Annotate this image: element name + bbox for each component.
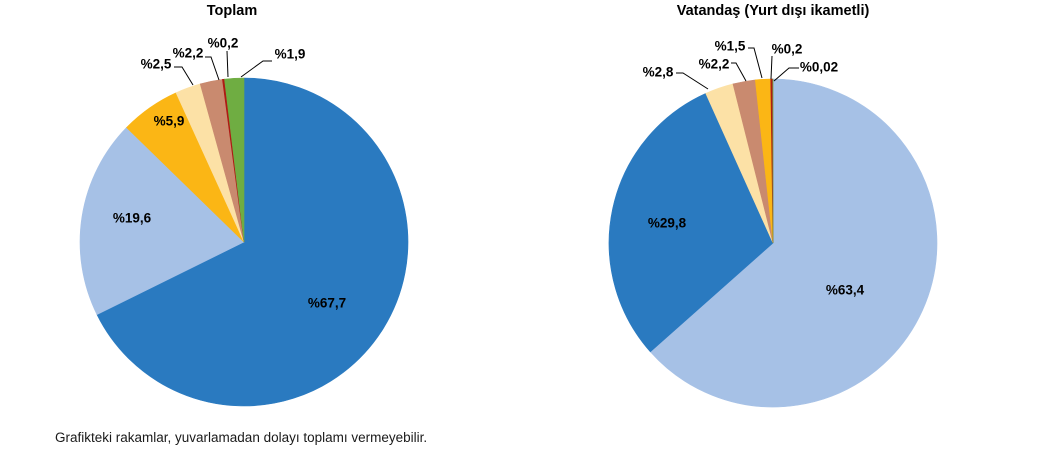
- slice-label-%0,02: %0,02: [800, 60, 838, 75]
- rounding-footnote: Grafikteki rakamlar, yuvarlamadan dolayı…: [55, 430, 428, 445]
- pie-slice-%63,4: [649, 78, 938, 408]
- leader-line-%2,2: [731, 62, 747, 82]
- pie-slice-%67,7: [96, 77, 409, 407]
- leader-line-%2,5: [174, 66, 194, 86]
- slice-label-%5,9: %5,9: [154, 114, 185, 129]
- leader-line-%0,2: [226, 50, 229, 78]
- slice-label-%19,6: %19,6: [113, 211, 152, 226]
- slice-label-%1,5: %1,5: [715, 39, 746, 54]
- slice-label-%2,5: %2,5: [141, 57, 172, 72]
- leader-line-%1,9: [240, 60, 272, 78]
- slice-label-%29,8: %29,8: [648, 216, 687, 231]
- slice-label-%2,2: %2,2: [173, 46, 204, 61]
- pie-slice-%19,6: [79, 127, 245, 316]
- chart-title-toplam: Toplam: [206, 3, 258, 19]
- slice-label-%0,2: %0,2: [772, 42, 803, 57]
- leader-line-%0,2: [770, 55, 773, 80]
- slice-label-%2,8: %2,8: [643, 65, 674, 80]
- pie-chart-toplam: %67,7 %19,6 %5,9 %2,5%2,2 %0,2 %1,9: [79, 36, 409, 407]
- pie-slice-%29,8: [608, 93, 774, 353]
- leader-line-%0,02: [773, 67, 799, 82]
- slice-label-%63,4: %63,4: [826, 283, 865, 298]
- chart-title-vatandas-yurt-disi: Vatandaş (Yurt dışı ikametli): [676, 3, 870, 19]
- slice-label-%1,9: %1,9: [275, 47, 306, 62]
- leader-line-%1,5: [748, 47, 763, 79]
- slice-label-%0,2: %0,2: [208, 36, 239, 51]
- slice-label-%2,2: %2,2: [699, 57, 730, 72]
- pie-chart-vatandas-yurt-disi: %63,4 %29,8 %2,8 %2,2 %1,5 %0,2 %0,02: [608, 39, 938, 408]
- pie-slice-%1,9: [224, 77, 245, 243]
- leader-line-%2,2: [205, 56, 220, 81]
- leader-line-%2,8: [676, 72, 709, 90]
- slice-label-%67,7: %67,7: [308, 296, 346, 311]
